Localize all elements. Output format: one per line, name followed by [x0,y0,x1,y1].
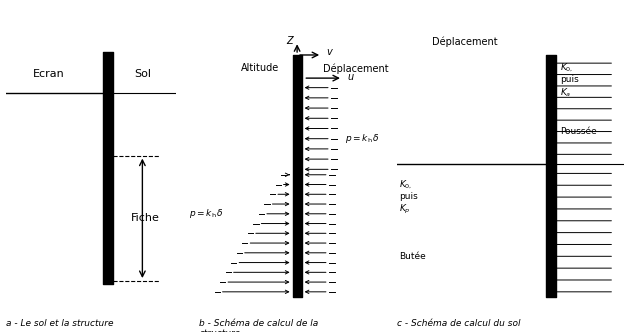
Text: b - Schéma de calcul de la
structure: b - Schéma de calcul de la structure [199,319,319,332]
Text: u: u [347,72,353,82]
Text: v: v [326,47,332,57]
Text: Ecran: Ecran [33,69,65,79]
Text: $p = k_{\rm h}\,\delta$: $p = k_{\rm h}\,\delta$ [345,132,380,145]
Text: Fiche: Fiche [131,213,160,223]
Text: a - Le sol et la structure: a - Le sol et la structure [6,319,114,328]
Text: Déplacement: Déplacement [432,36,498,47]
Text: $K_{0,}$
puis
$K_p$: $K_{0,}$ puis $K_p$ [399,178,418,216]
Text: Sol: Sol [134,69,151,79]
Text: Poussée: Poussée [560,127,597,136]
Text: Butée: Butée [399,252,426,261]
Text: $K_{0,}$
puis
$K_a$: $K_{0,}$ puis $K_a$ [560,62,579,99]
Text: Altitude: Altitude [241,63,279,73]
Text: $p = k_{\rm h}\,\delta$: $p = k_{\rm h}\,\delta$ [189,207,224,220]
Text: Z: Z [287,37,293,46]
Text: c - Schéma de calcul du sol: c - Schéma de calcul du sol [397,319,520,328]
Text: Déplacement: Déplacement [323,63,388,74]
